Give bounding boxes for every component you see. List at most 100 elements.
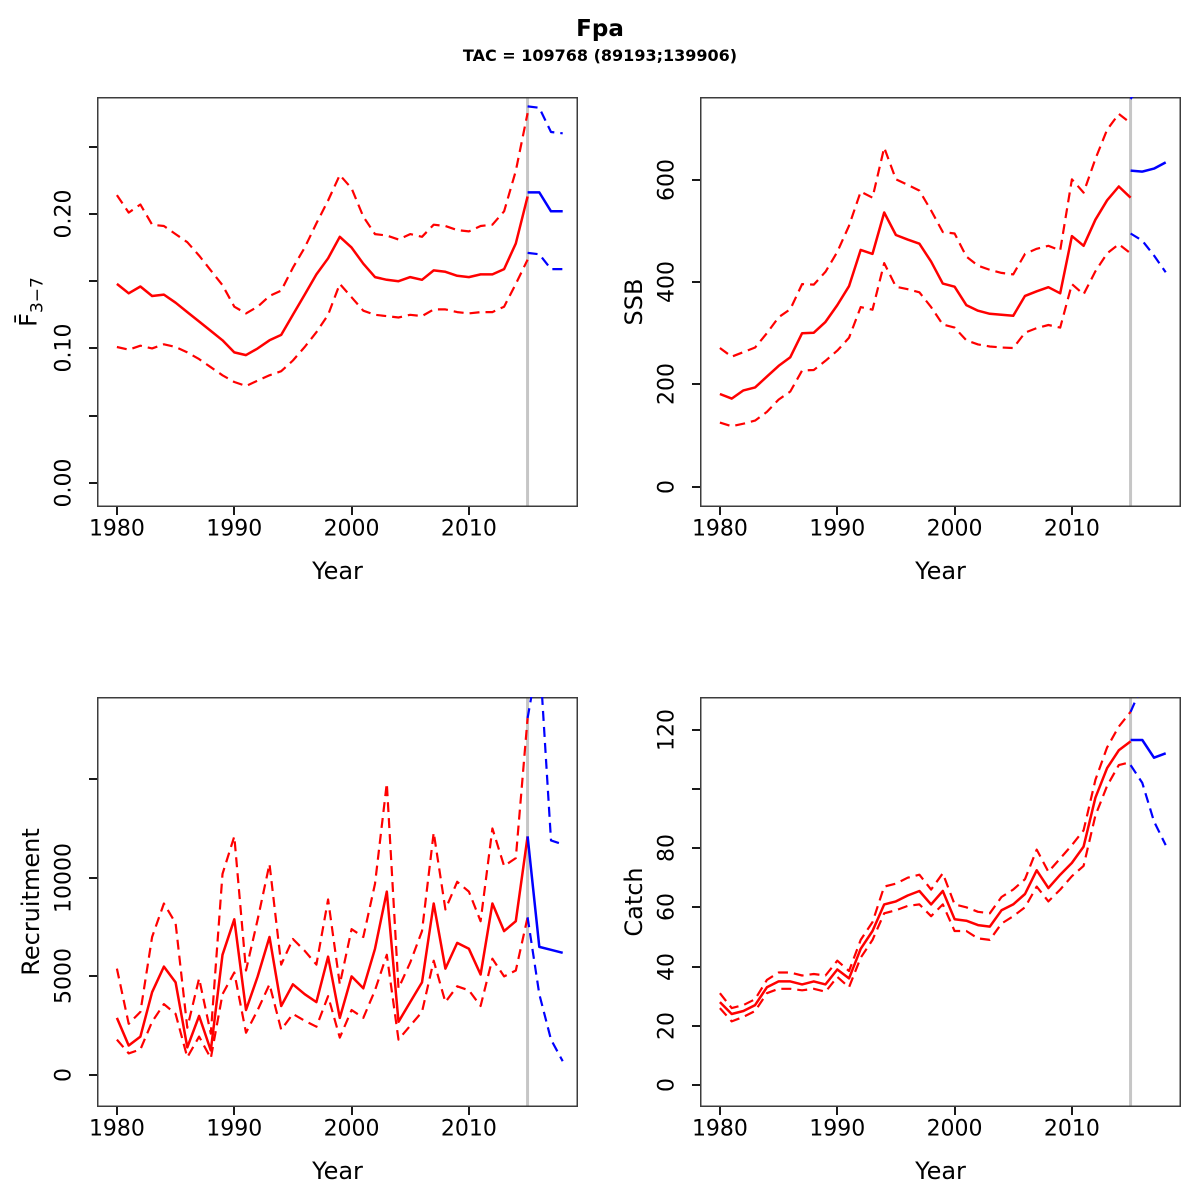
x-tick-catch (1070, 1107, 1073, 1115)
y-tick-ssb (692, 281, 700, 284)
panel-catch: 1980 1990 2000 2010 0 20 40 60 80 120 Year Catch (620, 697, 1181, 1185)
recruitment-forecast-ci-lower-line (526, 917, 564, 1062)
panel-fbar: 1980 1990 2000 2010 0.00 0.10 0.20 Year F̄3−7 (15, 97, 578, 585)
x-tick-label-catch: 1980 (691, 1116, 748, 1142)
y-tick-catch (692, 728, 700, 731)
catch-ci-upper-line (719, 711, 1132, 1010)
chart-svg-catch (700, 697, 1181, 1107)
x-tick-catch (836, 1107, 839, 1115)
plot-area-ssb (700, 97, 1181, 507)
y-tick-fbar (89, 280, 97, 283)
fbar-forecast-ci-upper-line (527, 105, 563, 135)
y-tick-fbar (89, 481, 97, 484)
x-tick-label-fbar: 2000 (323, 516, 380, 542)
y-tick-label-recruitment: 5000 (51, 948, 77, 1005)
y-tick-catch (692, 1024, 700, 1027)
y-tick-label-recruitment: 0 (51, 1068, 77, 1083)
y-tick-fbar (89, 212, 97, 215)
y-tick-label-ssb: 0 (654, 479, 680, 494)
fbar-ci-upper-line (115, 112, 529, 315)
x-tick-fbar (233, 507, 236, 515)
y-axis-title-recruitment: Recruitment (17, 828, 45, 975)
y-tick-catch (692, 965, 700, 968)
y-axis-label-fbar: F̄ (14, 313, 43, 327)
x-axis-label-fbar: Year (312, 557, 363, 585)
catch-forecast-ci-upper-line (1129, 697, 1139, 713)
plot-box-border (97, 697, 578, 1107)
plot-box-border (97, 97, 578, 507)
chart-svg-recruitment (97, 697, 578, 1107)
y-tick-label-fbar: 0.10 (51, 323, 77, 373)
plot-area-catch (700, 697, 1181, 1107)
panel-recruitment: 1980 1990 2000 2010 0 5000 10000 Year Recruitmen… (17, 697, 578, 1185)
fbar-forecast-ci-lower-line (527, 251, 563, 271)
y-tick-label-catch: 120 (654, 708, 680, 751)
y-tick-label-ssb: 600 (654, 158, 680, 201)
y-tick-label-catch: 20 (654, 1011, 680, 1040)
fbar-median-line (116, 196, 529, 357)
y-axis-label-catch: Catch (620, 867, 648, 937)
x-tick-label-recruitment: 1990 (206, 1116, 263, 1142)
y-tick-label-catch: 80 (654, 834, 680, 863)
catch-median-line (719, 740, 1132, 1016)
x-tick-fbar (350, 507, 353, 515)
y-axis-label-recruitment: Recruitment (17, 828, 45, 976)
x-tick-label-fbar: 2010 (440, 516, 497, 542)
catch-forecast-median-line (1130, 738, 1167, 759)
x-tick-recruitment (350, 1107, 353, 1115)
x-axis-label-recruitment: Year (312, 1157, 363, 1185)
x-tick-label-recruitment: 1980 (88, 1116, 145, 1142)
x-tick-label-recruitment: 2010 (440, 1116, 497, 1142)
x-tick-ssb (718, 507, 721, 515)
chart-svg-ssb (700, 97, 1181, 507)
y-tick-label-fbar: 0.20 (51, 189, 77, 239)
catch-forecast-ci-lower-line (1129, 764, 1167, 846)
y-tick-label-catch: 60 (654, 893, 680, 922)
recruitment-forecast-ci-upper-line (526, 697, 564, 846)
x-tick-ssb (1070, 507, 1073, 515)
plot-area-recruitment (97, 697, 578, 1107)
y-axis-title-ssb: SSB (620, 279, 648, 326)
y-tick-recruitment (89, 975, 97, 978)
x-tick-fbar (467, 507, 470, 515)
figure-title: Fpa (576, 16, 624, 42)
y-tick-catch (692, 787, 700, 790)
x-tick-catch (953, 1107, 956, 1115)
y-axis-label-subscript-fbar: 3−7 (27, 277, 48, 314)
y-tick-fbar (89, 145, 97, 148)
y-tick-recruitment (89, 876, 97, 879)
chart-svg-fbar (97, 97, 578, 507)
x-tick-catch (718, 1107, 721, 1115)
x-tick-label-catch: 1990 (809, 1116, 866, 1142)
catch-ci-lower-line (719, 761, 1131, 1023)
recruitment-median-line (115, 836, 529, 1052)
recruitment-forecast-median-line (526, 836, 564, 955)
x-tick-fbar (115, 507, 118, 515)
y-tick-catch (692, 906, 700, 909)
ssb-forecast-ci-lower-line (1130, 232, 1167, 273)
x-tick-label-ssb: 2010 (1043, 516, 1100, 542)
x-tick-recruitment (115, 1107, 118, 1115)
x-tick-recruitment (467, 1107, 470, 1115)
y-tick-ssb (692, 178, 700, 181)
y-axis-title-catch: Catch (620, 867, 648, 936)
y-tick-label-recruitment: 10000 (51, 842, 77, 913)
y-tick-label-ssb: 200 (654, 363, 680, 406)
x-tick-label-ssb: 1980 (691, 516, 748, 542)
x-tick-ssb (953, 507, 956, 515)
y-tick-recruitment (89, 778, 97, 781)
x-tick-label-catch: 2010 (1043, 1116, 1100, 1142)
ssb-median-line (719, 185, 1132, 400)
y-tick-fbar (89, 347, 97, 350)
plot-box-border (700, 697, 1181, 1107)
y-tick-label-fbar: 0.00 (51, 458, 77, 508)
x-tick-label-ssb: 1990 (809, 516, 866, 542)
y-tick-fbar (89, 414, 97, 417)
x-tick-label-recruitment: 2000 (323, 1116, 380, 1142)
panel-ssb: 1980 1990 2000 2010 0 200 400 600 Year SSB (620, 97, 1181, 585)
x-tick-label-fbar: 1990 (206, 516, 263, 542)
x-tick-ssb (836, 507, 839, 515)
x-axis-label-ssb: Year (915, 557, 966, 585)
plot-area-fbar (97, 97, 578, 507)
